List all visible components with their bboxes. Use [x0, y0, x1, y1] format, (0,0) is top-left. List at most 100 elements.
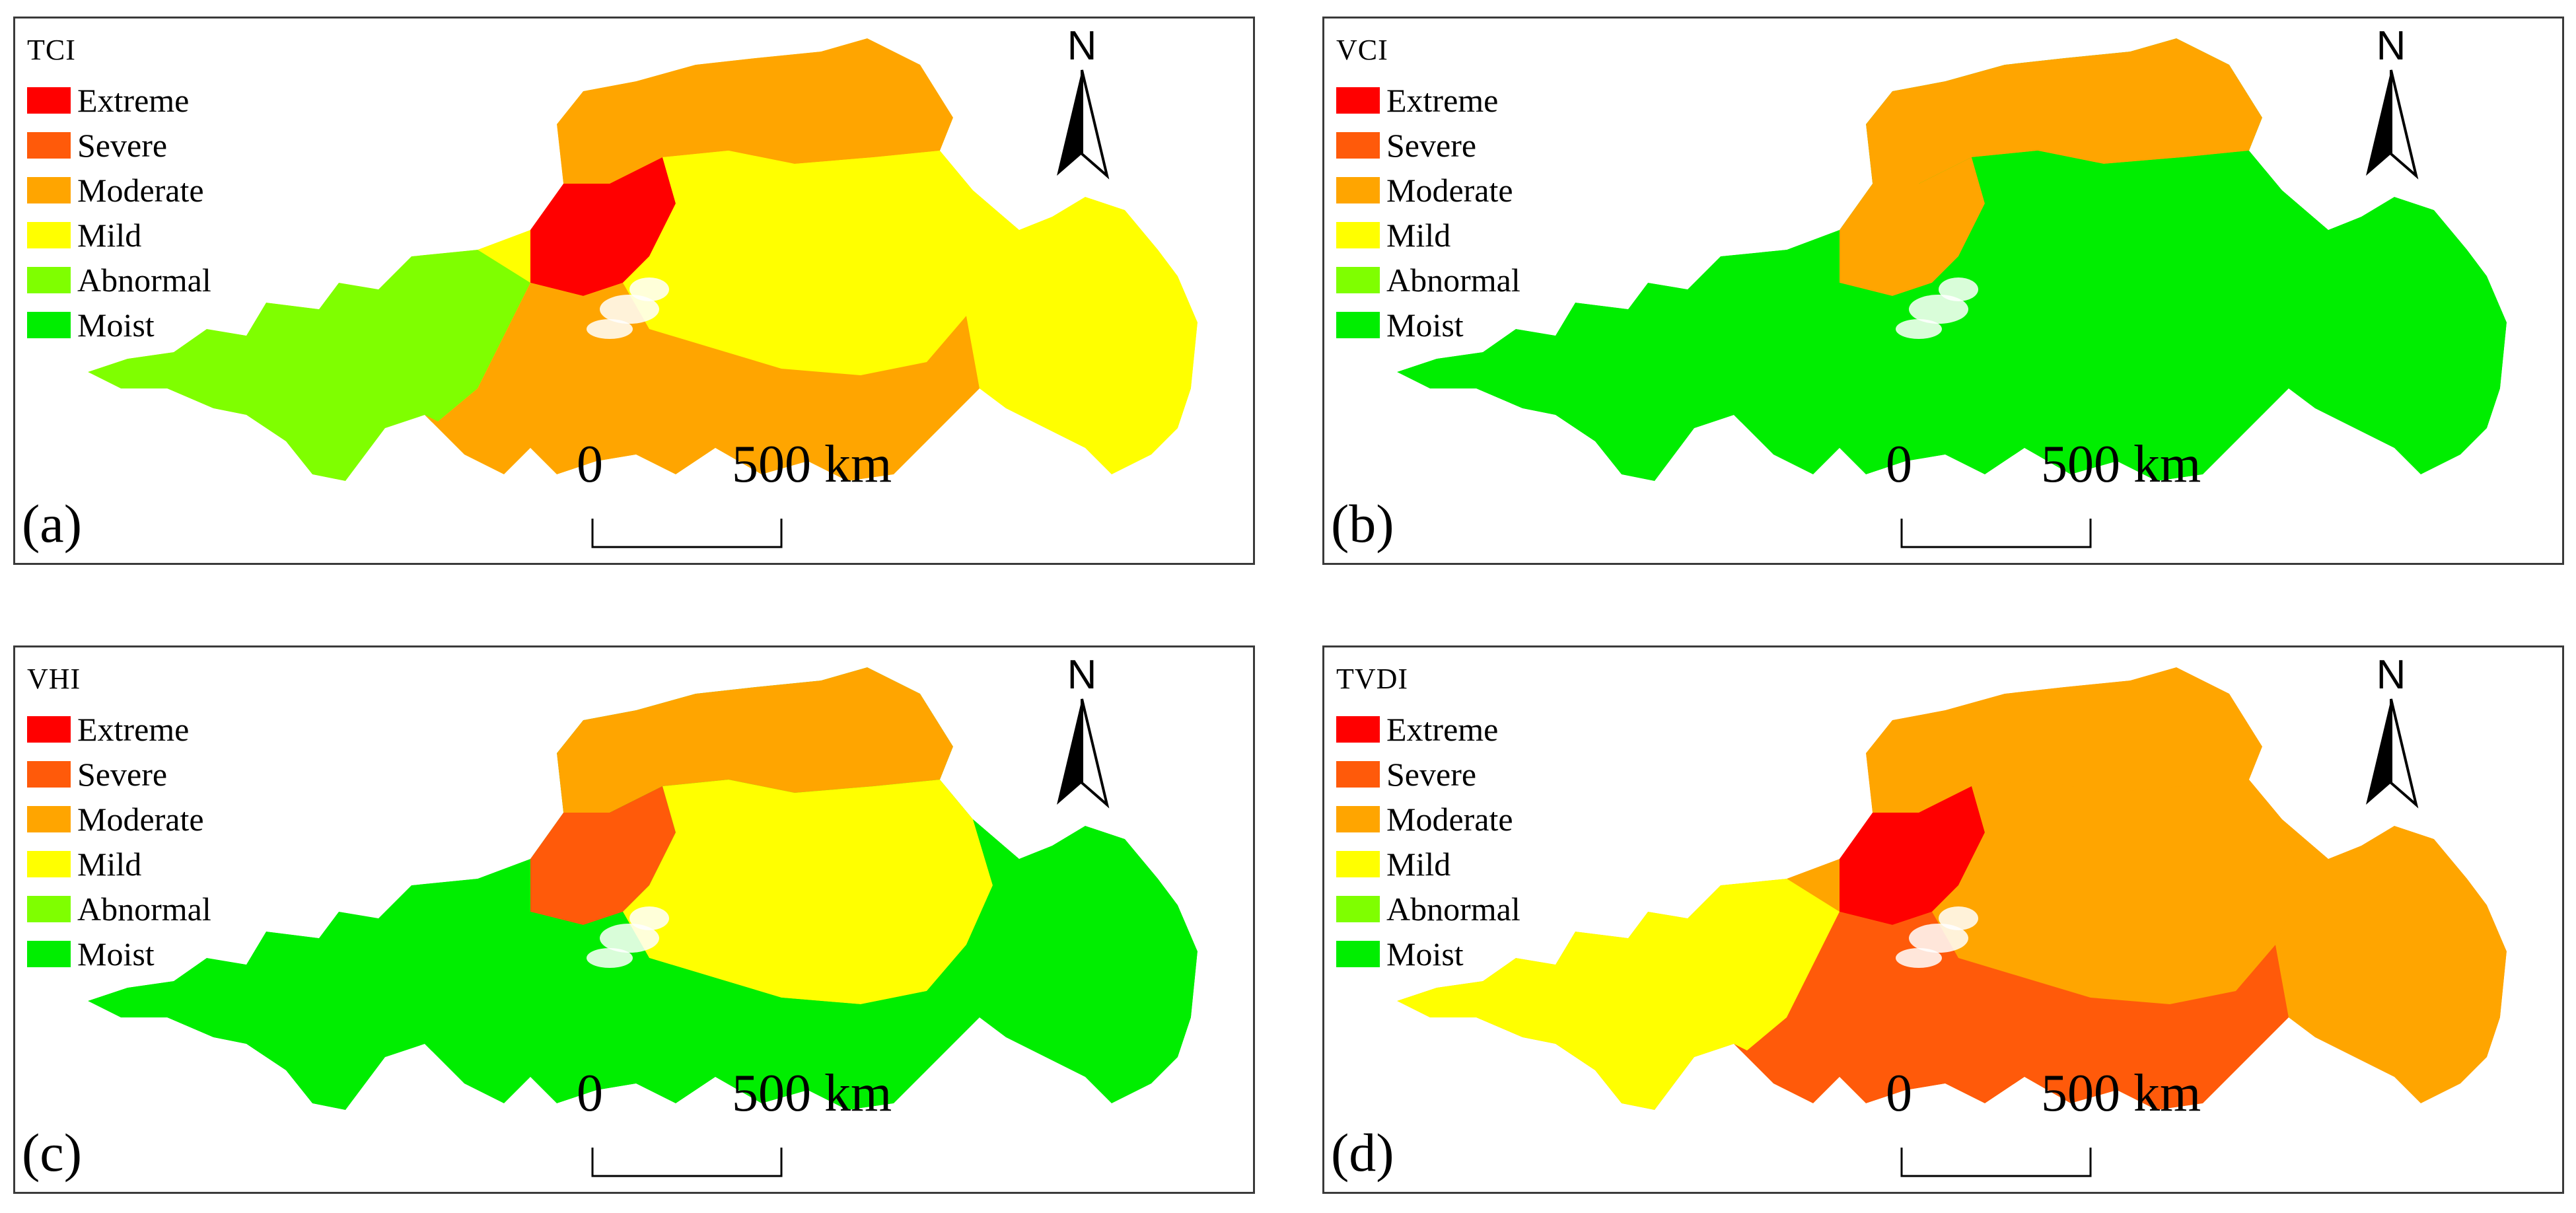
north-arrow-icon: N	[2366, 652, 2419, 809]
legend-item: Severe	[1336, 752, 1521, 797]
north-arrow-icon: N	[1057, 652, 1110, 809]
legend-label: Moderate	[77, 172, 204, 209]
scale-bar	[591, 1148, 783, 1177]
map-panel-a: TCI Extreme Severe Moderate Mild Abnormal Mois…	[13, 17, 1255, 565]
no-data-area	[1896, 319, 1942, 339]
zone-north	[1866, 667, 2262, 813]
legend-label: Extreme	[77, 82, 190, 119]
legend-swatch	[1336, 896, 1380, 922]
zone-northwest	[1840, 157, 1985, 296]
legend-label: Abnormal	[77, 262, 211, 299]
no-data-area	[1909, 924, 1968, 953]
zone-south	[1734, 283, 2289, 481]
scale-distance: 500 km	[2041, 1064, 2201, 1122]
zone-north	[557, 667, 953, 813]
legend-swatch	[1336, 716, 1380, 743]
legend-item: Moist	[1336, 932, 1521, 976]
legend-label: Severe	[77, 127, 168, 164]
legend-item: Severe	[27, 123, 211, 168]
legend-label: Abnormal	[1386, 262, 1521, 299]
no-data-area	[1909, 295, 1968, 324]
legend-label: Mild	[77, 217, 142, 254]
legend-item: Moderate	[1336, 797, 1521, 842]
zone-south	[1734, 912, 2289, 1110]
map-panel-b: VCI Extreme Severe Moderate Mild Abnormal Mois…	[1322, 17, 2564, 565]
legend-label: Mild	[1386, 846, 1451, 883]
zone-center	[1932, 780, 2302, 1004]
legend-label: Moist	[77, 936, 155, 973]
legend-label: Moist	[1386, 936, 1464, 973]
legend-swatch	[27, 177, 71, 203]
map-panel-d: TVDI Extreme Severe Moderate Mild Abnormal Moi…	[1322, 645, 2564, 1194]
legend-swatch	[1336, 267, 1380, 293]
legend-swatch	[1336, 312, 1380, 338]
panel-label: (d)	[1331, 1122, 1394, 1183]
panel-label: (c)	[22, 1122, 83, 1183]
legend-item: Moderate	[27, 797, 211, 842]
legend-item: Mild	[27, 842, 211, 887]
legend-item: Abnormal	[1336, 887, 1521, 932]
legend-swatch	[1336, 177, 1380, 203]
scale-zero: 0	[577, 1064, 603, 1122]
scale-bar	[1900, 519, 2092, 548]
panel-label: (a)	[22, 494, 83, 554]
region-map	[88, 667, 1198, 1110]
zone-east	[2275, 190, 2507, 474]
legend-label: Severe	[1386, 756, 1477, 793]
scale-zero: 0	[1886, 1064, 1912, 1122]
legend-swatch	[27, 896, 71, 922]
legend-swatch	[1336, 806, 1380, 832]
legend-item: Abnormal	[27, 258, 211, 303]
legend-label: Severe	[77, 756, 168, 793]
legend-label: Abnormal	[77, 891, 211, 928]
legend-swatch	[27, 761, 71, 788]
legend-label: Mild	[1386, 217, 1451, 254]
legend-item: Abnormal	[1336, 258, 1521, 303]
zone-north	[1866, 38, 2262, 184]
zone-northwest	[1840, 786, 1985, 925]
zone-east	[966, 819, 1198, 1103]
legend-swatch	[1336, 132, 1380, 159]
zone-south	[425, 283, 980, 481]
legend-item: Abnormal	[27, 887, 211, 932]
legend-item: Severe	[1336, 123, 1521, 168]
zone-east	[966, 190, 1198, 474]
legend-item: Extreme	[27, 78, 211, 123]
legend-label: Mild	[77, 846, 142, 883]
legend-swatch	[27, 806, 71, 832]
map-panel-c: VHI Extreme Severe Moderate Mild Abnormal Mois…	[13, 645, 1255, 1194]
zone-north	[557, 38, 953, 184]
legend-label: Abnormal	[1386, 891, 1521, 928]
map-title: TCI	[27, 34, 76, 66]
scale-bar	[1900, 1148, 2092, 1177]
map-title: VCI	[1336, 34, 1388, 66]
legend-item: Severe	[27, 752, 211, 797]
region-map	[1397, 38, 2507, 481]
legend-item: Moist	[27, 303, 211, 348]
legend-swatch	[1336, 761, 1380, 788]
legend-swatch	[27, 851, 71, 877]
legend-label: Moderate	[77, 801, 204, 838]
zone-center	[623, 151, 993, 375]
no-data-area	[600, 295, 659, 324]
legend-label: Extreme	[1386, 82, 1499, 119]
no-data-area	[629, 277, 669, 301]
legend: Extreme Severe Moderate Mild Abnormal Moist	[27, 78, 211, 348]
legend-label: Severe	[1386, 127, 1477, 164]
north-label: N	[2377, 652, 2406, 698]
legend-swatch	[27, 716, 71, 743]
legend-label: Extreme	[77, 711, 190, 748]
legend-swatch	[1336, 851, 1380, 877]
north-label: N	[1067, 652, 1097, 698]
legend-item: Moist	[1336, 303, 1521, 348]
legend-swatch	[27, 267, 71, 293]
north-arrow-icon: N	[1057, 23, 1110, 180]
no-data-area	[629, 906, 669, 930]
north-label: N	[1067, 23, 1097, 69]
legend-swatch	[1336, 222, 1380, 248]
legend: Extreme Severe Moderate Mild Abnormal Moist	[27, 707, 211, 976]
region-map	[1397, 667, 2507, 1110]
scale-bar	[591, 519, 783, 548]
legend-swatch	[27, 132, 71, 159]
zone-northwest	[530, 786, 676, 925]
